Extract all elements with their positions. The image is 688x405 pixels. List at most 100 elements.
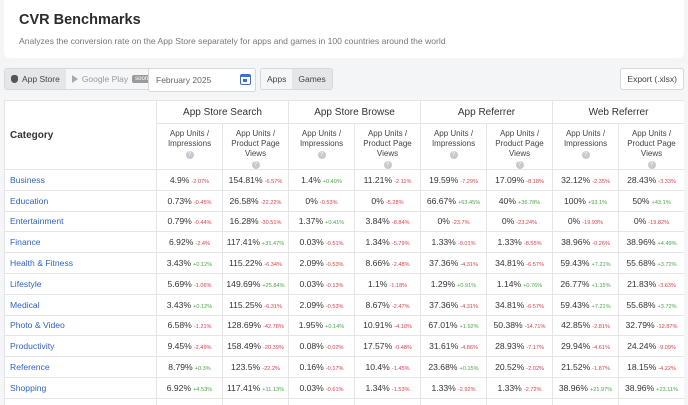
page-header: CVR Benchmarks Analyzes the conversion r… xyxy=(4,0,684,58)
column-header-product-page-views[interactable]: App Units / Product Page Views? xyxy=(222,123,289,170)
column-header-product-page-views[interactable]: App Units / Product Page Views? xyxy=(618,123,684,170)
group-header: App Store Search xyxy=(156,100,289,124)
apple-icon xyxy=(11,75,18,83)
category-link[interactable]: Social Networking xyxy=(4,397,157,405)
column-header-label: Product Page xyxy=(231,139,280,148)
metric-cell: 8.67% -2.47% xyxy=(353,293,422,316)
metric-cell: 59.43% +7.21% xyxy=(552,252,620,274)
metric-delta: +1.15% xyxy=(591,282,611,289)
metric-value: 1.34% xyxy=(365,382,390,393)
metric-value: 50% xyxy=(632,195,650,206)
metric-value: 1.34% xyxy=(365,237,390,248)
help-icon[interactable]: ? xyxy=(647,161,656,169)
metric-delta: +0.76% xyxy=(523,282,543,289)
export-button[interactable]: Export (.xlsx) xyxy=(620,68,684,90)
metric-delta: -0.02% xyxy=(325,345,344,352)
store-switcher: App Store Google Play soon xyxy=(4,68,159,90)
metric-delta: -2.92% xyxy=(457,386,476,393)
help-icon[interactable]: ? xyxy=(515,161,524,169)
metric-cell: 123.5% -22.2% xyxy=(222,356,289,378)
metric-value: 123.5% xyxy=(231,362,261,373)
metric-delta: -0.53% xyxy=(319,199,338,206)
metric-cell: 1.14% +0.76% xyxy=(486,272,554,295)
metric-delta: -0.53% xyxy=(325,262,344,269)
table-row: Business 4.9% -2.07% 154.81% -6.57% 1.4% +0.49… xyxy=(4,169,684,191)
metric-value: 31.61% xyxy=(429,341,459,352)
help-icon[interactable]: ? xyxy=(317,151,326,159)
category-link[interactable]: Medical xyxy=(4,293,157,316)
metric-value: 1.37% xyxy=(298,216,324,227)
help-icon[interactable]: ? xyxy=(185,151,194,159)
metric-delta: +0.3% xyxy=(194,366,211,373)
help-icon[interactable]: ? xyxy=(251,161,260,169)
metric-delta: +93.1% xyxy=(587,199,608,206)
metric-delta: +21.97% xyxy=(589,386,613,393)
metric-cell: 38.96% -0.26% xyxy=(552,231,620,254)
column-header-impressions[interactable]: App Units / Impressions? xyxy=(288,123,355,170)
metric-delta: +63.45% xyxy=(457,199,481,206)
metric-delta: -9.01% xyxy=(457,241,476,248)
category-link[interactable]: Health & Fitness xyxy=(4,252,157,274)
store-option-label: App Store xyxy=(22,74,60,84)
category-link[interactable]: Business xyxy=(4,169,157,191)
metric-value: 37.36% xyxy=(429,258,459,269)
help-icon[interactable]: ? xyxy=(383,161,392,169)
category-link[interactable]: Finance xyxy=(4,231,157,254)
help-icon[interactable]: ? xyxy=(581,151,590,159)
metric-cell: 0.03% -0.51% xyxy=(288,231,355,254)
category-link[interactable]: Education xyxy=(4,189,157,212)
category-link[interactable]: Photo & Video xyxy=(4,314,157,337)
metric-value: 0.03% xyxy=(299,278,324,289)
metric-cell: 149.69% +25.84% xyxy=(222,272,289,295)
category-link[interactable]: Productivity xyxy=(4,335,157,358)
store-option-app-store[interactable]: App Store xyxy=(5,69,66,89)
category-link[interactable]: Lifestyle xyxy=(4,272,157,295)
column-header-label: App Units / xyxy=(631,129,672,138)
column-header-product-page-views[interactable]: App Units / Product Page Views? xyxy=(486,123,554,170)
metric-cell: 8.79% +0.3% xyxy=(156,356,223,378)
metric-delta: -2.11% xyxy=(394,178,412,185)
column-header-impressions[interactable]: App Units / Impressions? xyxy=(156,123,223,170)
metric-value: 117.41% xyxy=(226,382,261,393)
metric-cell: 40% +36.78% xyxy=(486,189,554,212)
column-header-label: Views xyxy=(376,149,399,158)
metric-cell: 26.58% -22.22% xyxy=(222,189,289,212)
category-link[interactable]: Shopping xyxy=(4,376,157,399)
category-link[interactable]: Reference xyxy=(4,356,157,378)
metric-cell: 0.03% -0.61% xyxy=(288,376,355,399)
column-header-label: App Units / xyxy=(301,129,342,138)
metric-cell: 21.52% -1.87% xyxy=(552,356,620,378)
metric-cell: 10.91% -4.18% xyxy=(353,314,422,337)
metric-cell: 55.68% +3.72% xyxy=(618,252,684,274)
store-option-google-play[interactable]: Google Play soon xyxy=(66,69,157,89)
date-picker[interactable]: February 2025 xyxy=(148,68,256,92)
metric-cell: 0% xyxy=(420,397,488,405)
metric-cell: 0.03% -0.13% xyxy=(288,272,355,295)
table-row: Shopping 6.92% +4.53% 117.41% +11.13% 0.03% -0… xyxy=(4,376,684,399)
metric-delta: +0.14% xyxy=(325,324,345,331)
metric-cell: 18.15% -4.22% xyxy=(618,356,684,378)
metric-cell: 0% xyxy=(288,397,355,405)
metric-cell: 3.84% -8.84% xyxy=(353,210,422,233)
column-header-impressions[interactable]: App Units / Impressions? xyxy=(420,123,488,170)
metric-cell: 117.41% +11.13% xyxy=(222,376,289,399)
metric-value: 16.28% xyxy=(229,216,259,227)
metric-value: 1.29% xyxy=(430,278,456,289)
metric-delta: +0.49% xyxy=(322,178,342,185)
metric-value: 0.03% xyxy=(299,382,324,393)
category-link[interactable]: Entertainment xyxy=(4,210,157,233)
metric-delta: -2.81% xyxy=(592,324,610,331)
metric-cell: 0% -23.24% xyxy=(486,210,554,233)
category-header[interactable]: Category xyxy=(4,100,157,170)
metric-value: 0% xyxy=(501,216,515,227)
metric-cell: 42.85% -2.81% xyxy=(552,314,620,337)
metric-delta: -0.53% xyxy=(325,303,344,310)
type-option-apps[interactable]: Apps xyxy=(267,74,287,84)
column-header-product-page-views[interactable]: App Units / Product Page Views? xyxy=(353,123,422,170)
type-option-games[interactable]: Games xyxy=(292,69,332,89)
help-icon[interactable]: ? xyxy=(449,151,458,159)
column-header-impressions[interactable]: App Units / Impressions? xyxy=(552,123,620,170)
metric-cell: 26.77% +1.15% xyxy=(552,272,620,295)
calendar-icon[interactable] xyxy=(240,74,251,85)
metric-cell: 115.22% -6.34% xyxy=(222,252,289,274)
